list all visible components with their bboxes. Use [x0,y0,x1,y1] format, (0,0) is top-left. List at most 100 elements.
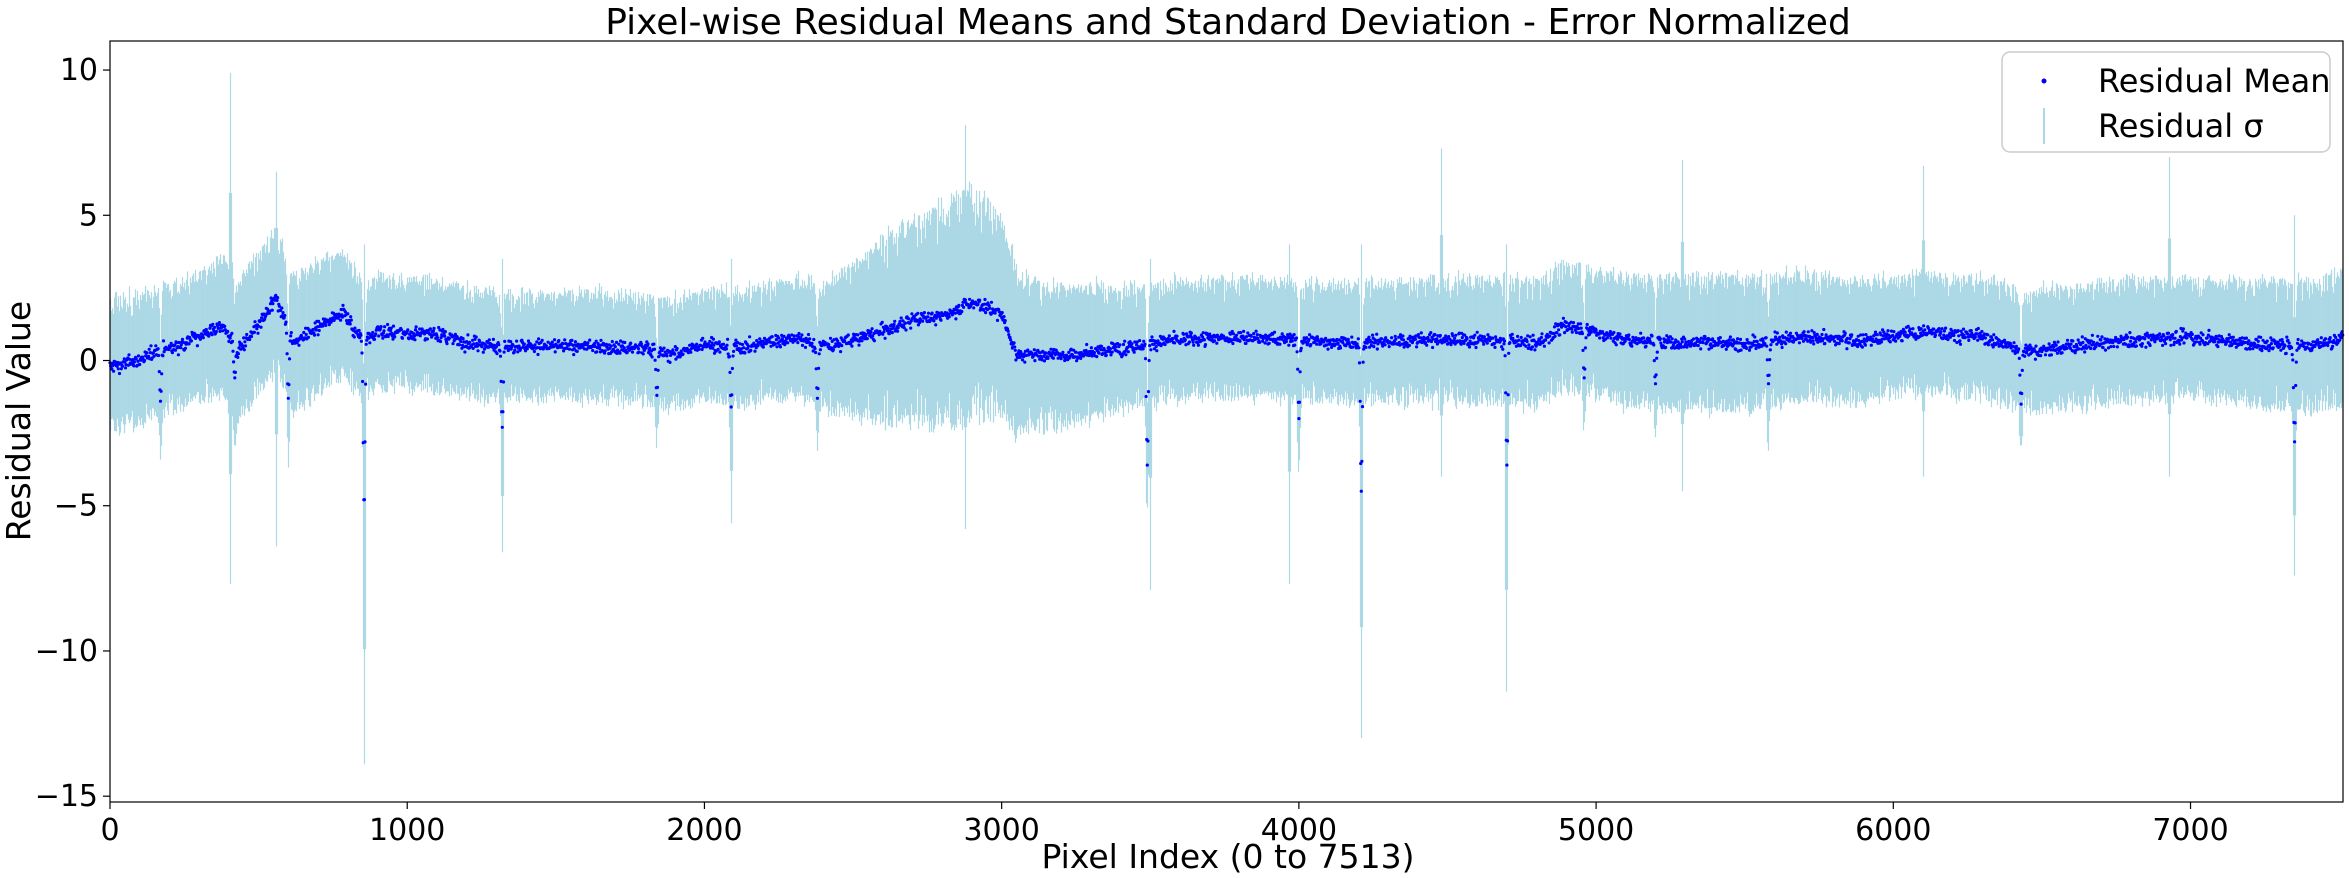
mean-point [243,344,248,348]
mean-point [1664,345,1668,349]
mean-point [287,357,292,361]
mean-point [391,337,395,341]
mean-point [987,304,991,308]
mean-point [1531,333,1535,337]
mean-point [1416,333,1420,337]
mean-point [1410,335,1414,339]
mean-point [1130,345,1134,349]
mean-point [1013,345,1017,349]
mean-point [1542,344,1546,348]
mean-point [1718,336,1722,340]
mean-point [572,353,576,357]
mean-point [563,338,567,342]
mean-point [1364,345,1368,349]
mean-point [406,328,410,332]
mean-point [1580,332,1584,336]
mean-point [1573,328,1577,332]
mean-point [383,325,387,329]
mean-point [399,328,403,332]
mean-point [1121,342,1126,347]
mean-point [154,344,158,348]
mean-point [211,322,215,326]
mean-point [1285,336,1289,340]
mean-point [630,350,635,354]
mean-point [1503,354,1507,358]
mean-point [701,336,705,340]
mean-point [1135,343,1139,347]
mean-point [289,331,293,335]
mean-point [619,339,623,343]
mean-point [1463,333,1467,337]
mean-point [1132,350,1136,354]
mean-point [1472,336,1476,340]
mean-point [1659,341,1663,345]
mean-point [708,339,712,343]
mean-point [1507,351,1511,355]
mean-point [368,341,372,345]
mean-point [658,350,662,354]
mean-point [1315,342,1319,346]
mean-point [1529,347,1533,351]
mean-point [1201,331,1205,335]
mean-point [896,329,900,333]
mean-point [158,399,163,403]
mean-point [623,340,627,345]
mean-point [1558,333,1562,337]
mean-point [811,349,815,353]
mean-point [775,345,779,349]
mean-point [982,302,987,306]
mean-point [1492,341,1496,346]
mean-point [954,317,958,321]
mean-point [850,344,854,348]
mean-point [339,318,343,322]
mean-point [916,311,920,315]
mean-point [933,313,937,317]
mean-point [930,311,934,315]
mean-point [769,344,773,348]
mean-point [400,336,405,340]
mean-point [725,343,729,347]
mean-point [1560,325,1564,329]
mean-point [870,327,874,331]
mean-point [474,335,478,339]
mean-point [1594,328,1598,332]
mean-point [1249,334,1253,338]
mean-point [1569,320,1573,324]
mean-point [1505,463,1509,467]
mean-point [657,355,661,359]
mean-point [995,318,1000,322]
mean-point [1231,332,1236,336]
mean-point [1544,338,1548,342]
mean-point [1234,333,1239,337]
mean-point [872,339,877,343]
mean-point [1144,394,1148,399]
mean-point [588,338,592,342]
mean-point [1744,346,1749,350]
mean-point [712,351,717,355]
mean-point [273,298,277,302]
mean-point [668,360,672,364]
mean-point [546,340,550,344]
mean-point [712,343,716,347]
mean-point [726,337,730,341]
mean-point [501,380,506,384]
mean-point [157,370,161,374]
mean-point [128,357,132,361]
mean-point [963,298,968,302]
mean-point [1555,331,1559,335]
mean-point [311,327,315,332]
mean-point [1548,334,1552,338]
mean-point [561,342,565,346]
mean-point [567,347,572,351]
mean-point [818,348,823,352]
mean-point [499,379,503,383]
mean-point [271,302,275,306]
mean-point [374,332,378,336]
mean-point [909,319,913,323]
mean-point [716,347,720,351]
mean-point [1429,331,1433,335]
mean-point [438,339,443,344]
mean-point [697,347,701,351]
mean-point [1459,342,1463,346]
mean-point [761,339,765,343]
